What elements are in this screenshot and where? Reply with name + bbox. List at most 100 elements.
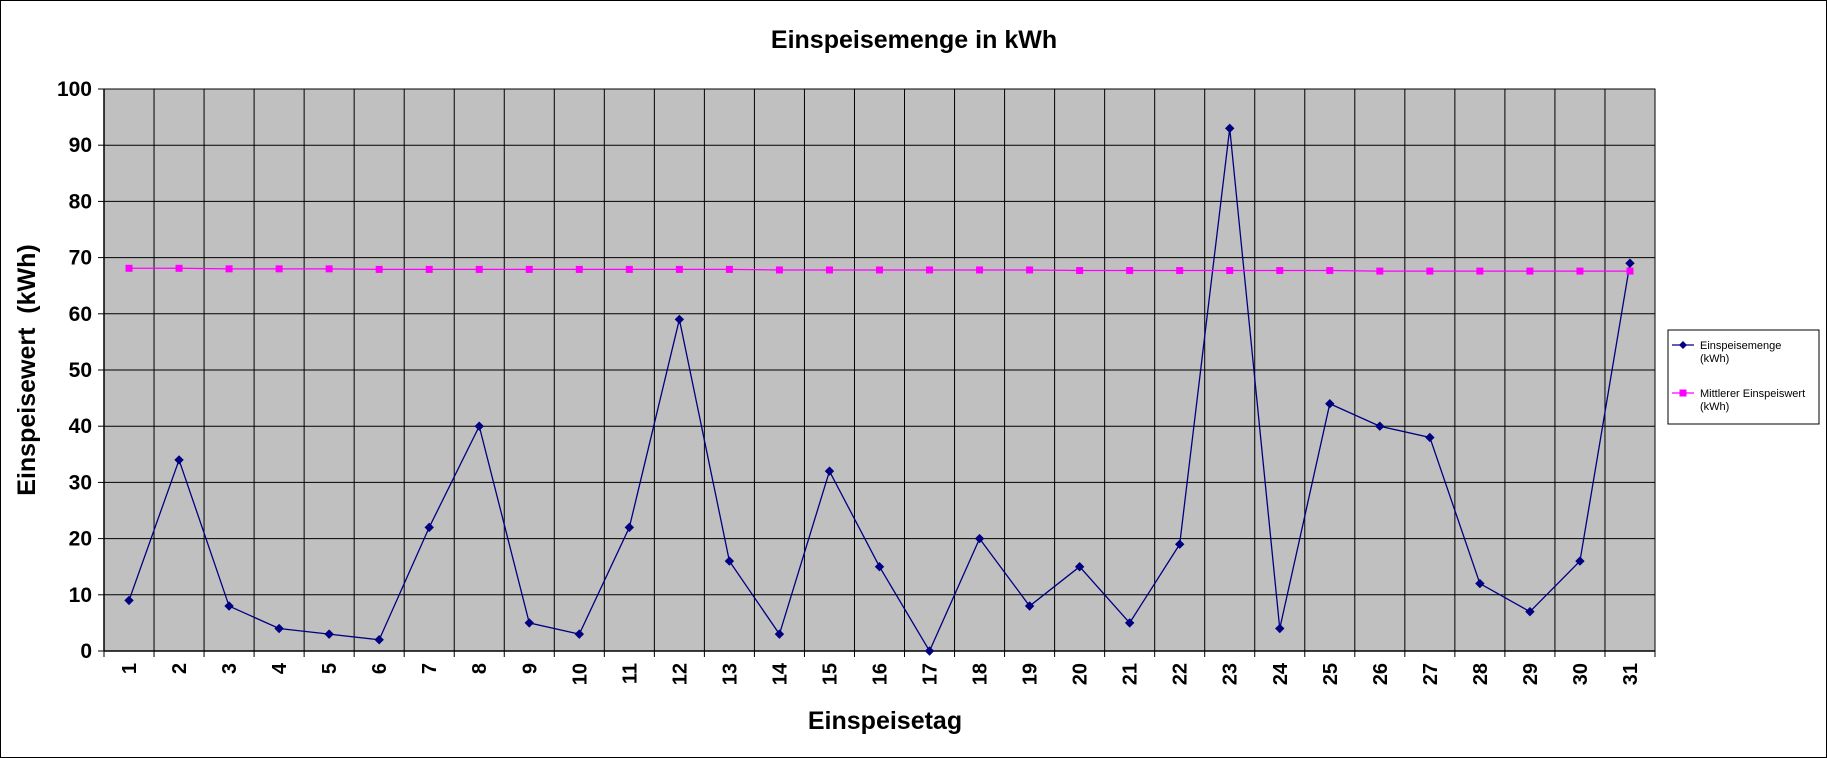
x-tick-label: 9 (519, 663, 541, 674)
data-point (1426, 267, 1434, 275)
data-point (1376, 267, 1384, 275)
data-point (574, 629, 585, 639)
data-point (624, 522, 635, 533)
y-tick-labels: 0 10 20 30 40 50 60 70 80 90 100 (57, 78, 92, 663)
x-tick-labels: 1 2 3 4 5 6 7 8 9 10 11 12 13 14 15 16 17 18 19 20 21 22 23 24 2… (119, 662, 1642, 685)
data-point (374, 635, 384, 645)
data-point (1074, 561, 1085, 572)
x-tick-label: 15 (819, 663, 841, 685)
data-point (425, 265, 433, 273)
data-point (1526, 267, 1534, 275)
legend-marker (1679, 389, 1687, 397)
x-tick-label: 5 (319, 663, 341, 674)
data-point (926, 266, 934, 274)
x-tick-label: 18 (970, 663, 992, 685)
data-point (1575, 556, 1585, 566)
data-point (725, 265, 733, 273)
y-tick-label: 10 (69, 584, 92, 607)
data-point (874, 561, 885, 572)
legend-label: Einspeisemenge (kWh) (1700, 340, 1781, 365)
data-point (1576, 267, 1584, 275)
data-point (1626, 267, 1634, 275)
x-tick-label: 3 (219, 663, 241, 674)
data-point (724, 556, 735, 566)
x-tick-label: 27 (1420, 663, 1442, 685)
data-point (474, 421, 484, 431)
data-point (525, 265, 533, 273)
x-tick-label: 28 (1470, 663, 1492, 685)
x-axis-title: Einspeisetag (808, 707, 962, 735)
x-tick-label: 20 (1070, 663, 1092, 685)
x-tick-label: 6 (369, 663, 391, 674)
data-point (325, 265, 333, 273)
x-tick-label: 31 (1620, 663, 1642, 685)
x-tick-label: 12 (669, 663, 691, 685)
x-tick-label: 23 (1220, 663, 1242, 685)
y-tick-label: 30 (69, 471, 92, 494)
chart-title: Einspeisemenge in kWh (771, 26, 1057, 54)
x-tick-label: 16 (870, 663, 892, 685)
data-point (1475, 578, 1485, 589)
data-point (1024, 601, 1035, 611)
legend-box (1667, 329, 1820, 425)
data-point (876, 266, 883, 274)
y-tick-label: 40 (69, 415, 92, 438)
data-point (575, 265, 583, 273)
data-point (1375, 421, 1385, 431)
legend-marker (1679, 341, 1687, 349)
data-point (675, 265, 683, 273)
data-point (674, 314, 685, 325)
data-point (1625, 258, 1635, 268)
data-point (124, 595, 134, 606)
data-point (976, 266, 984, 274)
y-tick-label: 60 (69, 303, 92, 326)
data-point (225, 265, 233, 273)
x-tick-label: 21 (1120, 663, 1142, 685)
x-tick-label: 30 (1570, 663, 1592, 685)
y-axis-title: Einspeisewert (kWh) (13, 244, 41, 495)
x-tick-label: 25 (1320, 663, 1342, 685)
x-tick-label: 24 (1270, 662, 1292, 685)
data-point (275, 265, 283, 273)
data-point (974, 533, 985, 544)
x-tick-label: 7 (419, 663, 441, 674)
y-tick-label: 80 (69, 190, 92, 213)
x-tick-label: 13 (719, 663, 741, 685)
x-tick-label: 4 (269, 662, 291, 674)
data-point (825, 266, 833, 274)
legend: Einspeisemenge (kWh) Mittlerer Einspeiswer… (1667, 329, 1820, 425)
x-tick-label: 29 (1520, 663, 1542, 685)
x-tick-label: 19 (1020, 663, 1042, 685)
data-point (1525, 606, 1535, 617)
data-point (1476, 267, 1484, 275)
legend-label: Mittlerer Einspeiswert (kWh) (1700, 388, 1805, 413)
x-tick-label: 2 (169, 663, 191, 674)
data-point (824, 466, 835, 476)
data-point (1176, 267, 1184, 275)
data-point (1174, 539, 1185, 549)
y-tick-label: 20 (69, 528, 92, 551)
data-point (775, 266, 783, 274)
y-tick-label: 100 (57, 78, 92, 101)
data-point (1326, 267, 1334, 275)
y-tick-label: 70 (69, 247, 92, 270)
x-tick-label: 11 (619, 663, 641, 684)
x-tick-label: 22 (1170, 663, 1192, 685)
data-point (475, 265, 483, 273)
data-point (774, 629, 785, 639)
axes (98, 88, 1656, 657)
data-point (1226, 267, 1234, 275)
series (124, 123, 1635, 656)
data-point (375, 265, 383, 273)
x-tick-label: 14 (769, 662, 791, 685)
data-point (1425, 432, 1435, 443)
data-point (1124, 618, 1135, 628)
x-tick-label: 1 (119, 663, 141, 674)
data-point (1076, 267, 1084, 275)
data-point (524, 618, 534, 628)
data-point (174, 455, 184, 465)
x-tick-label: 10 (569, 663, 591, 685)
x-tick-label: 26 (1370, 663, 1392, 685)
